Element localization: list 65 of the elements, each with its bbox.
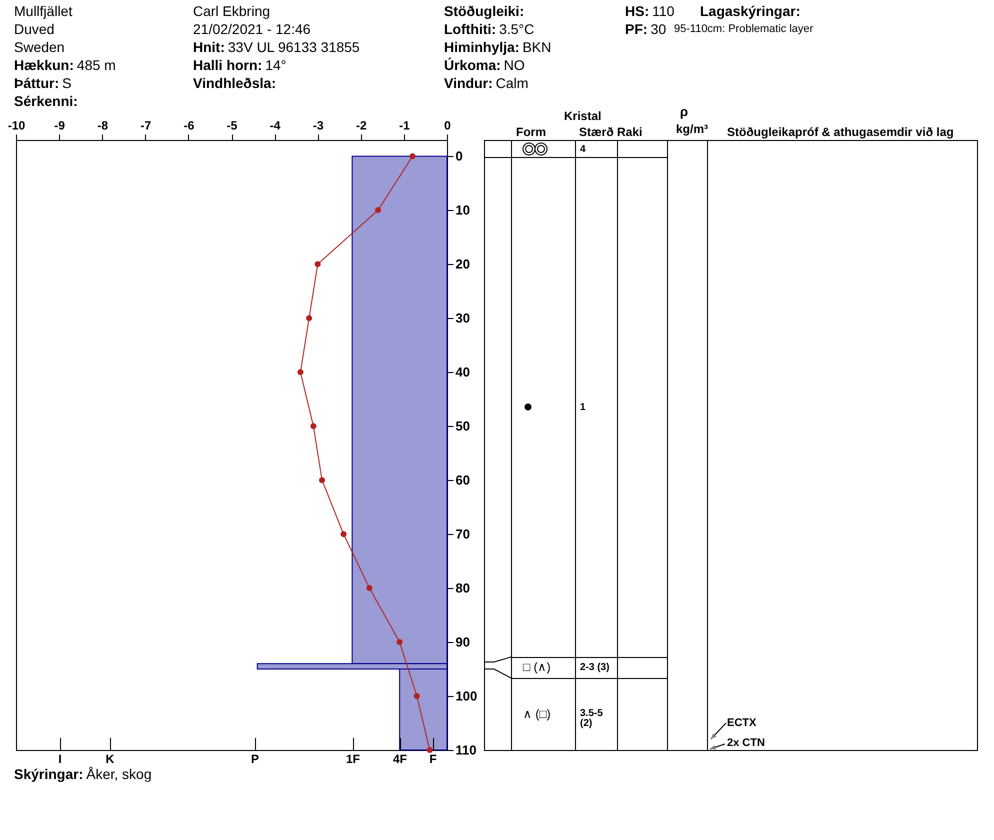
text: 1F: [346, 752, 360, 766]
y-tick-label: 100: [456, 688, 478, 704]
text: Vindhleðsla:: [193, 75, 276, 91]
text: 1: [580, 402, 586, 413]
text: 2-3 (3): [580, 662, 610, 673]
text: F: [429, 752, 437, 766]
text: Sérkenni:: [14, 93, 78, 109]
y-tick-label: 60: [456, 472, 470, 488]
text: Úrkoma: NO: [444, 57, 525, 73]
x-tick-label: -2: [356, 118, 367, 132]
text: 21/02/2021 - 12:46: [193, 21, 311, 37]
text: Stærð: [579, 125, 614, 139]
x-tick-label: -1: [399, 118, 410, 132]
text: P: [250, 752, 260, 766]
x-tick-label: -9: [54, 118, 66, 132]
text: Stöðugleikapróf & athugasemdir við lag: [727, 125, 954, 139]
x-tick-label: -4: [270, 118, 281, 132]
text: Raki: [617, 125, 642, 139]
text: Hækkun: 485 m: [14, 57, 116, 73]
text: Lofthiti: 3.5°C: [444, 21, 534, 37]
text: Halli horn: 14°: [193, 57, 286, 73]
text: ∧ (□): [523, 707, 551, 721]
x-tick-label: -6: [184, 118, 195, 132]
text: Vindur: Calm: [444, 75, 528, 91]
y-tick-label: 70: [456, 526, 470, 542]
text: Mullfjället: [14, 3, 72, 19]
text: K: [106, 752, 114, 766]
text: I: [58, 752, 62, 766]
text: 4F: [392, 752, 408, 766]
text: 3.5-5 (2): [580, 708, 604, 729]
text: 4: [580, 144, 586, 155]
text: Sweden: [14, 39, 65, 55]
text: 2x CTN: [727, 737, 765, 749]
y-tick-label: 10: [456, 202, 470, 218]
text: Stöðugleiki:: [444, 3, 524, 19]
text: HS:110: [625, 3, 674, 19]
text: kg/m³: [676, 122, 708, 136]
x-tick-label: 0: [444, 118, 452, 132]
y-tick-label: 110: [456, 742, 476, 758]
x-tick-label: -7: [140, 118, 152, 132]
y-tick-label: 90: [456, 634, 470, 650]
text: Þáttur: S: [14, 75, 72, 91]
text: Carl Ekbring: [193, 3, 270, 19]
y-tick-label: 80: [456, 580, 470, 596]
text: □ (∧): [523, 660, 551, 674]
y-tick-label: 50: [456, 418, 470, 434]
text: Skýringar: Åker, skog: [14, 766, 152, 782]
text: Duved: [14, 21, 54, 37]
y-tick-label: 30: [456, 310, 470, 326]
text: Himinhylja: BKN: [444, 39, 552, 55]
y-tick-label: 40: [456, 364, 470, 380]
x-tick-label: -5: [226, 118, 238, 132]
x-tick-label: -3: [312, 118, 324, 132]
y-tick-label: 20: [456, 256, 470, 272]
text: 95-110cm: Problematic layer: [674, 23, 814, 35]
y-tick-label: 0: [456, 148, 463, 164]
text: ECTX: [727, 717, 756, 729]
x-tick-label: -8: [97, 118, 108, 132]
text: Lagaskýringar:: [700, 3, 800, 19]
text: Kristal: [564, 109, 602, 123]
text: Form: [516, 125, 546, 139]
text: ρ: [680, 104, 688, 119]
text: Hnit: 33V UL 96133 31855: [193, 39, 360, 55]
text: PF:30: [625, 21, 666, 37]
x-tick-label: -10: [8, 118, 26, 132]
